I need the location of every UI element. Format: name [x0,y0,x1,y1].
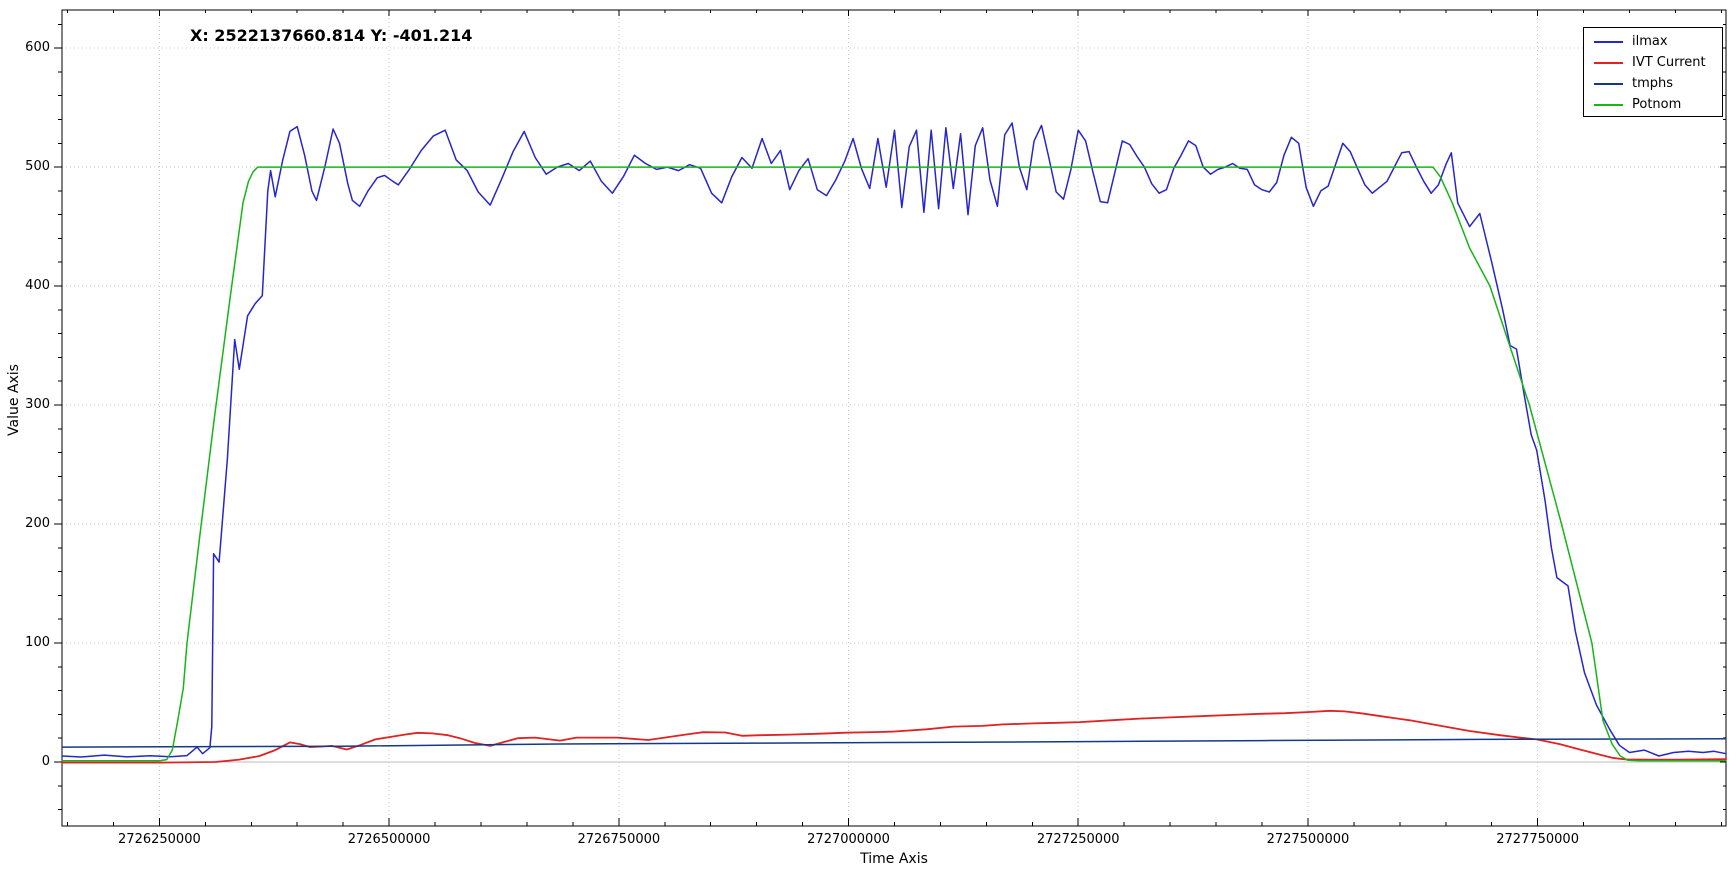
legend-label-ivt-current: IVT Current [1632,54,1706,70]
y-tick-label: 100 [25,635,50,650]
x-tick-label: 2726250000 [118,832,201,847]
series-line-ilmax [61,122,1727,758]
plot-border [61,9,1727,827]
x-tick-label: 2727500000 [1266,832,1350,847]
legend-swatch-tmphs [1594,82,1623,85]
y-axis-title: Value Axis [6,364,22,436]
legend-item-ivt-current: IVT Current [1594,52,1722,73]
legend-box[interactable]: ilmax IVT Current tmphs Potnom [1583,27,1723,117]
legend-label-potnom: Potnom [1632,96,1682,112]
legend-item-tmphs: tmphs [1594,73,1722,94]
x-axis-title: Time Axis [860,851,928,867]
legend-swatch-ivt-current [1594,61,1623,64]
x-tick-label: 2727000000 [807,832,890,847]
x-tick-label: 2726750000 [577,832,661,847]
legend-label-tmphs: tmphs [1632,75,1674,91]
x-tick-label: 2726500000 [347,832,431,847]
cursor-coordinates-readout: X: 2522137660.814 Y: -401.214 [190,26,473,45]
y-tick-label: 200 [25,516,50,532]
series-line-ivt-current [61,709,1727,764]
y-tick-label: 400 [25,278,50,294]
legend-item-ilmax: ilmax [1594,31,1722,52]
y-tick-label: 0 [41,753,50,769]
y-tick-label: 300 [25,397,50,413]
x-tick-label: 2727250000 [1036,832,1120,847]
legend-item-potnom: Potnom [1594,94,1722,115]
series-line-potnom [61,166,1727,762]
x-tick-label: 2727750000 [1496,832,1579,847]
legend-swatch-ilmax [1594,40,1623,43]
legend-label-ilmax: ilmax [1632,33,1668,49]
y-tick-label: 600 [25,40,50,56]
series-line-tmphs [61,738,1727,748]
legend-swatch-potnom [1594,103,1623,106]
y-tick-label: 500 [25,159,50,175]
